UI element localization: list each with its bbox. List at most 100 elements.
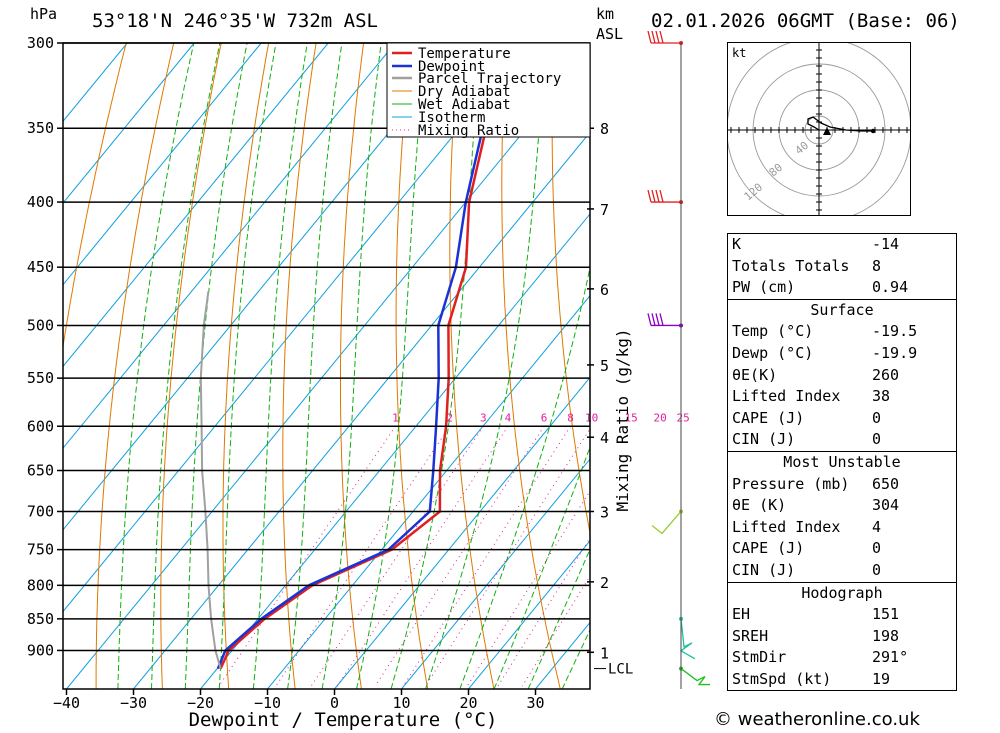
mu-row: Pressure (mb) 650 [728,474,956,496]
isotherm-line [63,43,262,286]
km-tick-label: 6 [600,281,609,299]
dry-adiabat-line [222,43,270,689]
isotherm-line [63,43,195,204]
surface-row: Temp (°C) -19.5 [728,321,956,343]
index-value: 38 [872,387,891,406]
mixing-ratio-line [310,426,484,687]
location-title: 53°18'N 246°35'W 732m ASL [92,10,378,32]
index-value: 0.94 [872,278,909,297]
temperature-tick-label: −40 [53,694,80,712]
hodograph-ring-label-80: 80 [767,161,786,179]
wet-adiabat-line [527,548,590,689]
hodograph: kt 40 80 120 [727,42,911,216]
wind-barb [647,30,681,44]
wet-adiabat-line [287,43,343,689]
plot-frame [62,42,591,690]
legend-label-isotherm: Isotherm [418,110,485,126]
hodograph-ring-label-120: 120 [742,181,766,204]
pressure-tick-label: 600 [27,417,54,435]
legend-label-wet-adiabat: Wet Adiabat [418,97,511,113]
surface-row: Lifted Index 38 [728,386,956,408]
temperature-tick-label: 10 [392,694,410,712]
pressure-tick-label: 900 [27,641,54,659]
isotherm-line [200,213,590,689]
index-label: CIN (J) [732,430,796,449]
wind-barb-feather [659,189,664,203]
index-row-totals: Totals Totals 8 [728,256,956,278]
surface-row: Dewp (°C) -19.9 [728,343,956,365]
mixing-ratio-label: 3 [480,411,487,424]
hodo-row: StmSpd (kt) 19 [728,669,956,691]
wet-adiabat-line [390,43,482,689]
index-label: Totals Totals [732,256,850,275]
temperature-tick-label: 20 [459,694,477,712]
km-tick-label: 1 [600,644,609,662]
index-value: 8 [872,256,882,275]
mixing-ratio-axis-label: Mixing Ratio (g/kg) [613,328,632,511]
pressure-tick-label: 850 [27,610,54,628]
mu-row: θE (K) 304 [728,495,956,517]
dry-adiabat-line [551,43,590,536]
hodograph-unit: kt [732,46,746,60]
wind-barb-feather [659,30,664,44]
index-value: -19.5 [872,322,918,341]
wet-adiabat-line [493,445,590,689]
hodo-row: EH 151 [728,604,956,626]
dry-adiabat-line [95,43,175,689]
copyright-footer[interactable]: © weatheronline.co.uk [714,709,920,730]
mixing-ratio-label: 15 [625,411,638,424]
index-value: 4 [872,517,882,536]
mixing-ratio-label: 6 [541,411,548,424]
mixing-ratio-line [402,426,572,687]
isotherm-line [401,458,590,689]
index-label: Pressure (mb) [732,474,850,493]
hodograph-endpoint [870,128,876,134]
km-tick-label: 2 [600,574,609,592]
km-tick-label: 3 [600,503,609,521]
wet-adiabat-line [218,43,277,689]
index-value: 0 [872,408,882,427]
isotherm-line [63,43,463,531]
index-value: 0 [872,560,882,579]
index-label: StmSpd (kt) [732,669,832,688]
index-label: θE(K) [732,365,778,384]
wet-adiabat-line [321,43,382,689]
mu-row: CIN (J) 0 [728,560,956,582]
km-tick-label: 8 [600,120,609,138]
mixing-ratio-label: 20 [654,411,667,424]
date-title: 02.01.2026 06GMT (Base: 06) [651,10,960,32]
legend: Temperature Dewpoint Parcel Trajectory D… [386,42,591,139]
km-tick-label: 4 [600,429,609,447]
dry-adiabat-line [501,43,561,689]
hodograph-section-title: Hodograph [728,581,956,605]
hodo-row: SREH 198 [728,626,956,648]
km-unit-label: km [596,5,615,23]
wet-adiabat-line [184,43,248,689]
legend-label-dry-adiabat: Dry Adiabat [418,84,511,100]
wind-barb-feather [659,313,664,326]
wind-barb-feather [647,189,652,203]
temperature-tick-label: 30 [526,694,544,712]
mixing-ratio-line [336,426,509,687]
parcel-trajectory [199,291,222,669]
index-label: θE (K) [732,496,787,515]
pressure-tick-label: 450 [27,258,54,276]
dewpoint-profile [216,43,511,670]
wind-barb [679,618,696,660]
index-value: 19 [872,669,891,688]
legend-label-dewpoint: Dewpoint [418,59,485,75]
wind-barb-feather [655,30,660,44]
isotherm-line [334,376,590,689]
wind-barb-feather [647,30,652,44]
isotherm-line [133,131,590,689]
wet-adiabat-line [425,43,546,689]
index-label: CAPE (J) [732,408,805,427]
pressure-tick-label: 550 [27,369,54,387]
pressure-tick-label: 650 [27,462,54,480]
legend-label-temperature: Temperature [418,46,511,62]
dry-adiabat-line [282,43,317,689]
index-label: K [732,235,742,253]
wind-barb-feather [655,189,660,203]
wet-adiabat-line [459,264,590,689]
mixing-ratio-label: 8 [567,411,574,424]
